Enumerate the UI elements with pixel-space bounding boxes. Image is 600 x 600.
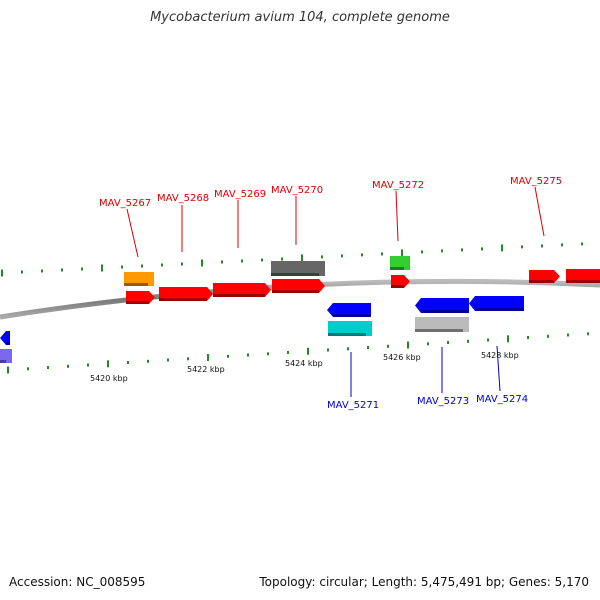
gene-label[interactable]: MAV_5268	[157, 193, 209, 204]
gene-label[interactable]: MAV_5270	[271, 185, 323, 196]
leader-line	[496, 345, 501, 392]
gene-label[interactable]: MAV_5267	[99, 198, 151, 209]
scale-label: 5422 kbp	[187, 365, 225, 374]
feature-purple	[0, 349, 12, 363]
scale-labels: 5420 kbp 5422 kbp 5424 kbp 5426 kbp 5428 kbp	[90, 351, 519, 383]
gene-label[interactable]: MAV_5269	[214, 189, 266, 200]
gene-arrow-left-edge	[0, 331, 10, 345]
gene-arrow-mav-5274	[469, 296, 524, 311]
feature-green	[390, 256, 410, 270]
gene-label[interactable]: MAV_5273	[417, 396, 469, 407]
outer-scale-ticks	[1, 242, 583, 277]
feature-light-gray	[415, 317, 469, 332]
accession-text: Accession: NC_008595	[9, 575, 146, 589]
inner-scale-ticks	[7, 332, 589, 374]
gene-arrow-mav-5268	[159, 287, 213, 301]
gene-features	[0, 256, 600, 363]
gene-arrow-mav-5267	[126, 291, 155, 304]
gene-arrow-mav-5269	[213, 283, 271, 297]
scale-label: 5420 kbp	[90, 374, 128, 383]
leader-line	[126, 208, 139, 258]
genome-stats-text: Topology: circular; Length: 5,475,491 bp…	[259, 575, 589, 589]
leader-line	[395, 190, 399, 242]
gene-labels: MAV_5267 MAV_5268 MAV_5269 MAV_5270 MAV_5272…	[99, 176, 562, 411]
gene-label[interactable]: MAV_5275	[510, 176, 562, 187]
gene-arrow-mav-5273	[415, 298, 469, 313]
feature-orange	[124, 272, 154, 286]
map-title: Mycobacterium avium 104, complete genome	[150, 10, 450, 25]
gene-label[interactable]: MAV_5274	[476, 394, 528, 405]
feature-gray	[271, 261, 325, 276]
feature-cyan	[328, 321, 372, 336]
gene-arrow-edge	[566, 269, 600, 283]
gene-label[interactable]: MAV_5272	[372, 180, 424, 191]
gene-arrow-mav-5270	[272, 279, 325, 293]
gene-arrow-mav-5275	[529, 270, 560, 283]
scale-label: 5428 kbp	[481, 351, 519, 360]
gene-arrow-mav-5271	[327, 303, 371, 317]
scale-label: 5426 kbp	[383, 353, 421, 362]
gene-arrow-mav-5272	[391, 275, 410, 288]
scale-label: 5424 kbp	[285, 359, 323, 368]
leader-line	[534, 186, 545, 237]
gene-label[interactable]: MAV_5271	[327, 400, 379, 411]
